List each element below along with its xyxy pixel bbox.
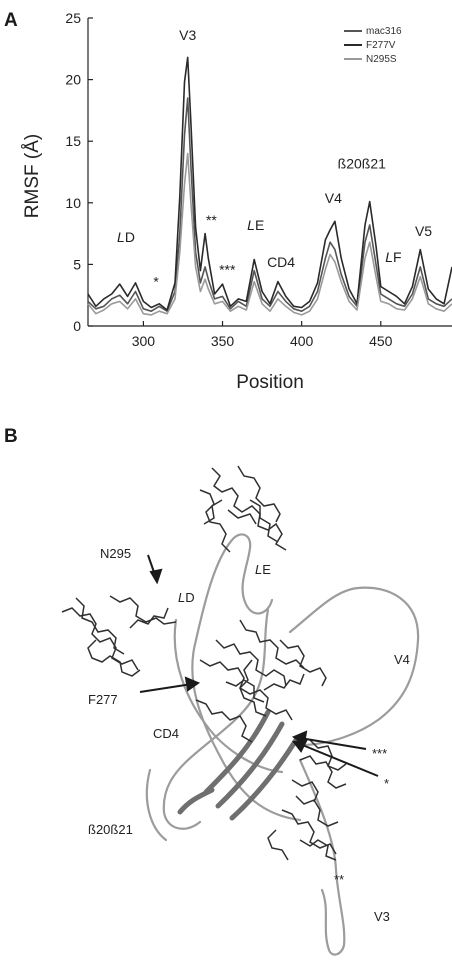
arrows (139, 554, 379, 777)
chart-legend: mac316 F277V N295S (344, 26, 402, 65)
peak-annotation: V5 (415, 223, 432, 239)
y-tick-label: 25 (65, 10, 81, 26)
panel-a-letter: A (4, 10, 18, 31)
glycan-sticks (61, 465, 347, 861)
x-axis-title: Position (236, 372, 304, 393)
peak-annotation: ** (206, 212, 217, 228)
peak-annotation: LE (247, 217, 264, 233)
label-le: LE (255, 562, 271, 577)
series-layer (87, 56, 452, 316)
y-tick-label: 15 (65, 133, 81, 149)
label-b20b21: ß20ß21 (88, 822, 133, 837)
peak-annotation: V4 (325, 190, 342, 206)
series-line-mac316 (87, 97, 452, 313)
label-f277: F277 (88, 692, 118, 707)
peak-annotation: ß20ß21 (338, 155, 386, 171)
label-cd4: CD4 (153, 726, 179, 741)
label-three-star: *** (372, 746, 387, 761)
y-tick-label: 0 (73, 318, 81, 334)
annotation-prefix: L (247, 217, 255, 233)
y-tick-labels: 0 5 10 15 20 25 (65, 10, 93, 334)
label-v4: V4 (394, 652, 410, 667)
beta-strands (177, 709, 299, 821)
x-tick-labels: 300 350 400 450 (132, 321, 393, 349)
y-tick-label: 5 (73, 256, 81, 272)
annotation-prefix: L (385, 249, 393, 265)
label-v3: V3 (374, 909, 390, 924)
peak-annotation: LD (117, 229, 135, 245)
label-one-star: * (384, 776, 389, 791)
x-tick-label: 350 (211, 333, 235, 349)
peak-annotation: *** (219, 261, 236, 277)
ribbon-loops (145, 533, 420, 956)
legend-label: N295S (366, 54, 397, 65)
legend-label: mac316 (366, 26, 402, 37)
annotation-suffix: F (393, 249, 402, 265)
x-tick-label: 300 (132, 333, 156, 349)
peak-annotation: * (153, 274, 159, 290)
y-axis-title: RMSF (Å) (22, 134, 43, 218)
label-le-suffix: E (262, 562, 271, 577)
chart-axes (87, 18, 452, 327)
peak-annotation: LF (385, 249, 401, 265)
series-line-n295s (87, 152, 452, 316)
label-two-star: ** (334, 872, 344, 887)
series-line-f277v (87, 56, 452, 311)
annotation-suffix: E (255, 217, 264, 233)
panel-b-letter: B (4, 426, 18, 447)
y-tick-label: 10 (65, 195, 81, 211)
label-le-prefix: L (255, 562, 262, 577)
x-tick-label: 400 (290, 333, 314, 349)
peak-annotation: CD4 (267, 254, 295, 270)
peak-annotation: V3 (179, 27, 196, 43)
label-ld: LD (178, 590, 195, 605)
label-ld-prefix: L (178, 590, 185, 605)
y-tick-label: 20 (65, 72, 81, 88)
label-n295: N295 (100, 546, 131, 561)
annotation-prefix: L (117, 229, 125, 245)
protein-structure-image: N295 LE LD V4 F277 CD4 *** * ß20ß21 ** V… (61, 465, 420, 956)
label-ld-suffix: D (185, 590, 194, 605)
x-tick-label: 450 (369, 333, 393, 349)
annotation-suffix: D (125, 229, 135, 245)
legend-label: F277V (366, 40, 396, 51)
